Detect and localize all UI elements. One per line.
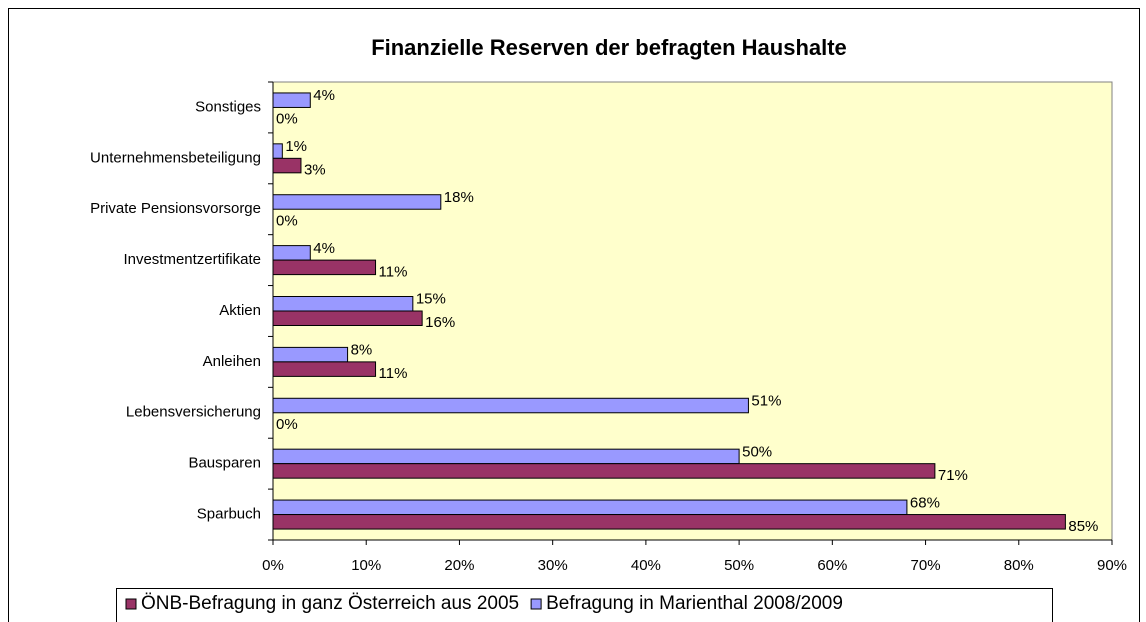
chart-title: Finanzielle Reserven der befragten Haush… [371, 35, 847, 60]
x-tick-label: 30% [538, 557, 568, 574]
data-label: 3% [304, 162, 326, 179]
legend-swatch [530, 598, 542, 610]
bar [272, 296, 414, 312]
x-tick-label: 50% [724, 557, 754, 574]
bar [272, 346, 349, 363]
data-label: 51% [751, 392, 781, 409]
bar [272, 143, 283, 159]
bar [272, 463, 936, 479]
x-tick-label: 80% [1004, 557, 1034, 574]
y-tick-label: Sonstiges [195, 98, 261, 115]
legend-label: ÖNB-Befragung in ganz Österreich aus 200… [141, 593, 519, 614]
x-tick-label: 60% [817, 557, 847, 574]
x-tick-label: 10% [351, 557, 381, 574]
bar [272, 361, 377, 377]
y-tick-label: Investmentzertifikate [123, 251, 261, 268]
data-label: 15% [416, 291, 446, 308]
bar [272, 194, 442, 210]
y-tick-label: Unternehmensbeteiligung [90, 149, 261, 166]
legend-swatch [125, 598, 137, 610]
x-tick-label: 90% [1097, 557, 1127, 574]
data-label: 85% [1068, 518, 1098, 535]
y-tick-label: Sparbuch [197, 506, 261, 523]
x-tick-label: 70% [911, 557, 941, 574]
bar [272, 448, 740, 465]
data-label: 1% [285, 138, 307, 155]
bar [272, 499, 908, 516]
data-label: 8% [351, 342, 373, 359]
x-tick-label: 40% [631, 557, 661, 574]
x-tick-label: 20% [444, 557, 474, 574]
bar [272, 310, 423, 326]
data-label: 68% [910, 494, 940, 511]
data-label: 0% [276, 111, 298, 128]
bar [272, 259, 377, 276]
data-label: 11% [379, 365, 408, 382]
bar [272, 245, 311, 261]
data-label: 0% [276, 416, 298, 433]
y-tick-label: Anleihen [203, 353, 261, 370]
bar [272, 514, 1066, 530]
data-label: 4% [313, 240, 335, 257]
data-label: 11% [379, 263, 408, 280]
data-label: 4% [313, 87, 335, 104]
bar [272, 92, 311, 108]
x-tick-label: 0% [262, 557, 284, 574]
data-label: 50% [742, 443, 772, 460]
data-label: 16% [425, 314, 455, 331]
data-label: 0% [276, 212, 298, 229]
y-tick-label: Aktien [219, 302, 261, 319]
data-label: 71% [938, 467, 968, 484]
bar [272, 157, 302, 174]
legend-box [116, 588, 1053, 622]
data-label: 18% [444, 189, 474, 206]
bar [272, 397, 749, 414]
legend-label: Befragung in Marienthal 2008/2009 [546, 593, 843, 614]
y-tick-label: Lebensversicherung [126, 404, 261, 421]
y-tick-label: Private Pensionsvorsorge [90, 200, 261, 217]
y-tick-label: Bausparen [188, 455, 261, 472]
